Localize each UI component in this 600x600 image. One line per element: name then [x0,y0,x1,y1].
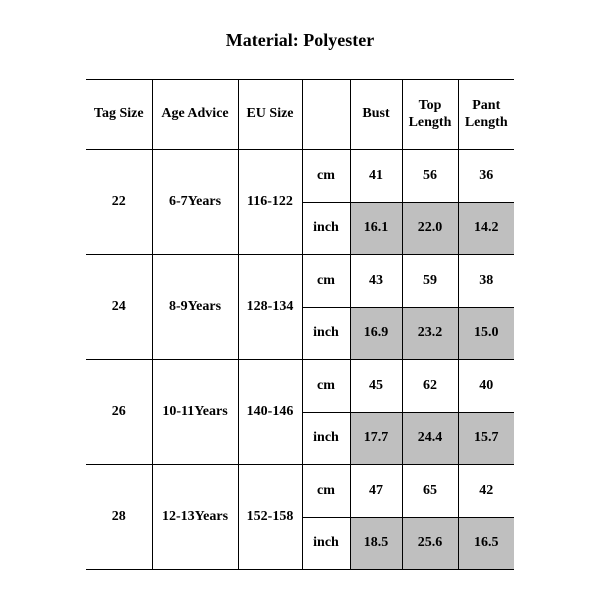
top-inch-cell: 24.4 [402,412,458,465]
pant-inch-cell: 15.7 [458,412,514,465]
col-tag-size: Tag Size [86,80,152,150]
col-unit-spacer [302,80,350,150]
table-row: 28 12-13Years 152-158 cm 47 65 42 [86,465,514,518]
col-bust: Bust [350,80,402,150]
eu-size-cell: 152-158 [238,465,302,570]
col-pant-length: Pant Length [458,80,514,150]
pant-cm-cell: 40 [458,360,514,413]
age-advice-cell: 6-7Years [152,150,238,255]
table-row: 26 10-11Years 140-146 cm 45 62 40 [86,360,514,413]
pant-cm-cell: 36 [458,150,514,203]
unit-cm-cell: cm [302,150,350,203]
tag-size-cell: 24 [86,255,152,360]
bust-cm-cell: 41 [350,150,402,203]
tag-size-cell: 22 [86,150,152,255]
unit-cm-cell: cm [302,255,350,308]
top-cm-cell: 59 [402,255,458,308]
col-age-advice: Age Advice [152,80,238,150]
unit-inch-cell: inch [302,202,350,255]
header-row: Tag Size Age Advice EU Size Bust Top Len… [86,80,514,150]
bust-inch-cell: 16.1 [350,202,402,255]
table-row: 22 6-7Years 116-122 cm 41 56 36 [86,150,514,203]
size-table: Tag Size Age Advice EU Size Bust Top Len… [86,79,514,570]
unit-inch-cell: inch [302,412,350,465]
table-row: 24 8-9Years 128-134 cm 43 59 38 [86,255,514,308]
pant-inch-cell: 14.2 [458,202,514,255]
bust-inch-cell: 16.9 [350,307,402,360]
tag-size-cell: 26 [86,360,152,465]
bust-cm-cell: 43 [350,255,402,308]
eu-size-cell: 140-146 [238,360,302,465]
unit-cm-cell: cm [302,360,350,413]
bust-cm-cell: 47 [350,465,402,518]
bust-inch-cell: 18.5 [350,517,402,570]
age-advice-cell: 10-11Years [152,360,238,465]
table-header: Tag Size Age Advice EU Size Bust Top Len… [86,80,514,150]
eu-size-cell: 116-122 [238,150,302,255]
eu-size-cell: 128-134 [238,255,302,360]
age-advice-cell: 12-13Years [152,465,238,570]
pant-cm-cell: 38 [458,255,514,308]
top-cm-cell: 56 [402,150,458,203]
pant-inch-cell: 15.0 [458,307,514,360]
top-inch-cell: 23.2 [402,307,458,360]
unit-inch-cell: inch [302,307,350,360]
bust-cm-cell: 45 [350,360,402,413]
bust-inch-cell: 17.7 [350,412,402,465]
top-cm-cell: 62 [402,360,458,413]
col-top-length: Top Length [402,80,458,150]
pant-inch-cell: 16.5 [458,517,514,570]
top-cm-cell: 65 [402,465,458,518]
chart-title: Material: Polyester [18,30,582,51]
size-chart-container: Material: Polyester Tag Size Age Advice … [0,0,600,600]
col-eu-size: EU Size [238,80,302,150]
tag-size-cell: 28 [86,465,152,570]
table-body: 22 6-7Years 116-122 cm 41 56 36 inch 16.… [86,150,514,570]
age-advice-cell: 8-9Years [152,255,238,360]
pant-cm-cell: 42 [458,465,514,518]
top-inch-cell: 22.0 [402,202,458,255]
unit-inch-cell: inch [302,517,350,570]
unit-cm-cell: cm [302,465,350,518]
top-inch-cell: 25.6 [402,517,458,570]
